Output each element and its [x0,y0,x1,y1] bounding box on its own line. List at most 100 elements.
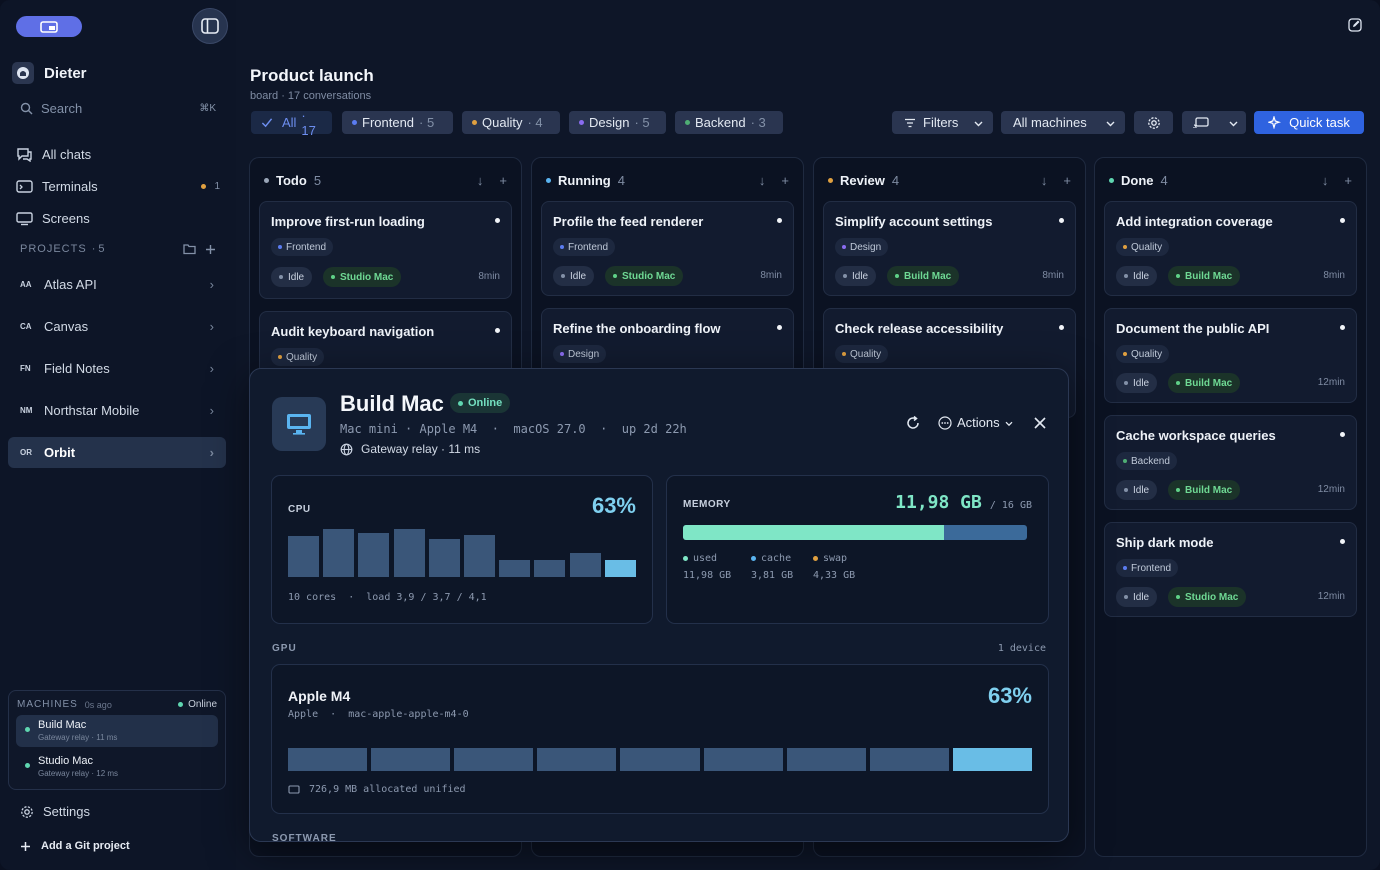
project-item-northstar-mobile[interactable]: NM Northstar Mobile › [8,395,226,426]
settings-button[interactable]: Settings [20,804,90,819]
compose-icon [1348,18,1362,32]
project-item-field-notes[interactable]: FN Field Notes › [8,353,226,384]
filter-chip-all[interactable]: All · 17 [251,108,332,138]
app-switcher-button[interactable] [16,16,82,37]
machines-select[interactable]: All machines [1001,111,1125,134]
new-folder-icon[interactable] [183,243,197,255]
task-card[interactable]: Document the public API Quality Idle Bui… [1104,308,1357,403]
nav-screens[interactable]: Screens [16,211,220,226]
legend-dot [683,556,688,561]
gpu-usage-segment [371,748,451,771]
filter-chip-quality[interactable]: Quality · 4 [462,111,560,134]
card-time: 8min [478,271,500,282]
quick-task-button[interactable]: Quick task [1254,111,1364,134]
memory-used: 11,98 GB [895,492,982,513]
sort-down-icon[interactable]: ↓ [758,173,766,188]
compose-button[interactable] [1344,14,1366,36]
tag-dot [560,352,564,356]
machine-item-studio-mac[interactable]: Studio Mac Gateway relay · 12 ms [16,751,218,783]
project-name: Northstar Mobile [44,403,140,418]
chip-label: Backend [695,115,746,130]
machine-label: Build Mac [904,270,952,282]
task-card[interactable]: Cache workspace queries Backend Idle Bui… [1104,415,1357,510]
sort-down-icon[interactable]: ↓ [1040,173,1048,188]
legend-cache: cache 3,81 GB [751,553,793,581]
gpu-usage-segment [786,748,866,771]
task-card[interactable]: Ship dark mode Frontend Idle Studio Mac … [1104,522,1357,617]
add-card-icon[interactable]: + [1344,173,1352,188]
sidebar-icon [201,18,219,34]
column-dot [264,178,269,183]
nav-all-chats[interactable]: All chats [16,147,220,162]
project-item-orbit[interactable]: OR Orbit › [8,437,226,468]
actions-menu-button[interactable]: Actions [938,415,1013,430]
status-pill: Idle [553,266,595,286]
machine-status-badge: Online [450,393,511,413]
card-tag: Quality [1116,238,1170,256]
column-header: Review 4 ↓ + [828,173,1071,188]
status-dot [25,727,30,732]
chip-count: · 5 [634,115,650,130]
task-card[interactable]: Profile the feed renderer Frontend Idle … [541,201,794,296]
chevron-down-icon [1229,115,1238,130]
refresh-icon[interactable] [905,415,921,431]
machines-label: MACHINES [17,699,78,710]
relay-label: Gateway relay · 11 ms [361,442,481,456]
view-mode-button[interactable] [1182,111,1246,134]
board-settings-button[interactable] [1134,111,1173,134]
filter-chip-design[interactable]: Design · 5 [569,111,666,134]
filter-chip-backend[interactable]: Backend · 3 [675,111,783,134]
tag-label: Quality [1131,348,1163,360]
unread-dot [1059,325,1064,330]
chevron-right-icon: › [209,319,214,334]
memory-bar [683,525,1027,540]
sort-down-icon[interactable]: ↓ [1321,173,1329,188]
user-profile[interactable]: Dieter [12,62,87,84]
filters-label: Filters [923,115,959,130]
cpu-core-bar [358,533,390,577]
add-card-icon[interactable]: + [781,173,789,188]
add-git-project-button[interactable]: Add a Git project [20,840,130,852]
project-item-atlas-api[interactable]: AA Atlas API › [8,269,226,300]
legend-dot [813,556,818,561]
plus-icon[interactable] [205,244,216,255]
card-tag: Frontend [271,238,334,256]
column-title: Review [840,173,885,188]
chevron-right-icon: › [209,361,214,376]
chip-label: Quality [482,115,523,130]
add-card-icon[interactable]: + [499,173,507,188]
search-icon [20,102,33,115]
close-icon[interactable] [1032,415,1048,431]
column-header: Done 4 ↓ + [1109,173,1352,188]
badge-count: 1 [214,181,220,192]
task-card[interactable]: Improve first-run loading Frontend Idle … [259,201,512,299]
task-card[interactable]: Add integration coverage Quality Idle Bu… [1104,201,1357,296]
filters-button[interactable]: Filters [892,111,993,134]
card-tag: Quality [1116,345,1170,363]
cpu-core-bar [393,529,425,577]
machine-relay: Gateway relay · 12 ms [38,769,119,778]
machine-dot [1176,595,1180,599]
tag-label: Backend [1131,455,1170,467]
cpu-label: CPU [288,504,311,515]
column-dot [546,178,551,183]
sort-down-icon[interactable]: ↓ [476,173,484,188]
filter-chip-frontend[interactable]: Frontend · 5 [342,111,453,134]
sidebar-toggle-button[interactable] [192,8,228,44]
search-field[interactable]: Search ⌘K [20,101,216,116]
add-card-icon[interactable]: + [1063,173,1071,188]
nav-terminals[interactable]: Terminals 1 [16,179,220,194]
chevron-right-icon: › [209,403,214,418]
cpu-core-bar [499,560,531,577]
terminal-icon [16,180,33,193]
machine-item-build-mac[interactable]: Build Mac Gateway relay · 11 ms [16,715,218,747]
more-circle-icon [938,415,952,430]
task-card[interactable]: Simplify account settings Design Idle Bu… [823,201,1076,296]
project-abbr: CA [20,322,32,331]
page-title: Product launch [250,66,374,85]
status-label: Idle [1133,484,1150,496]
unread-dot [1340,539,1345,544]
project-item-canvas[interactable]: CA Canvas › [8,311,226,342]
github-icon [12,62,34,84]
